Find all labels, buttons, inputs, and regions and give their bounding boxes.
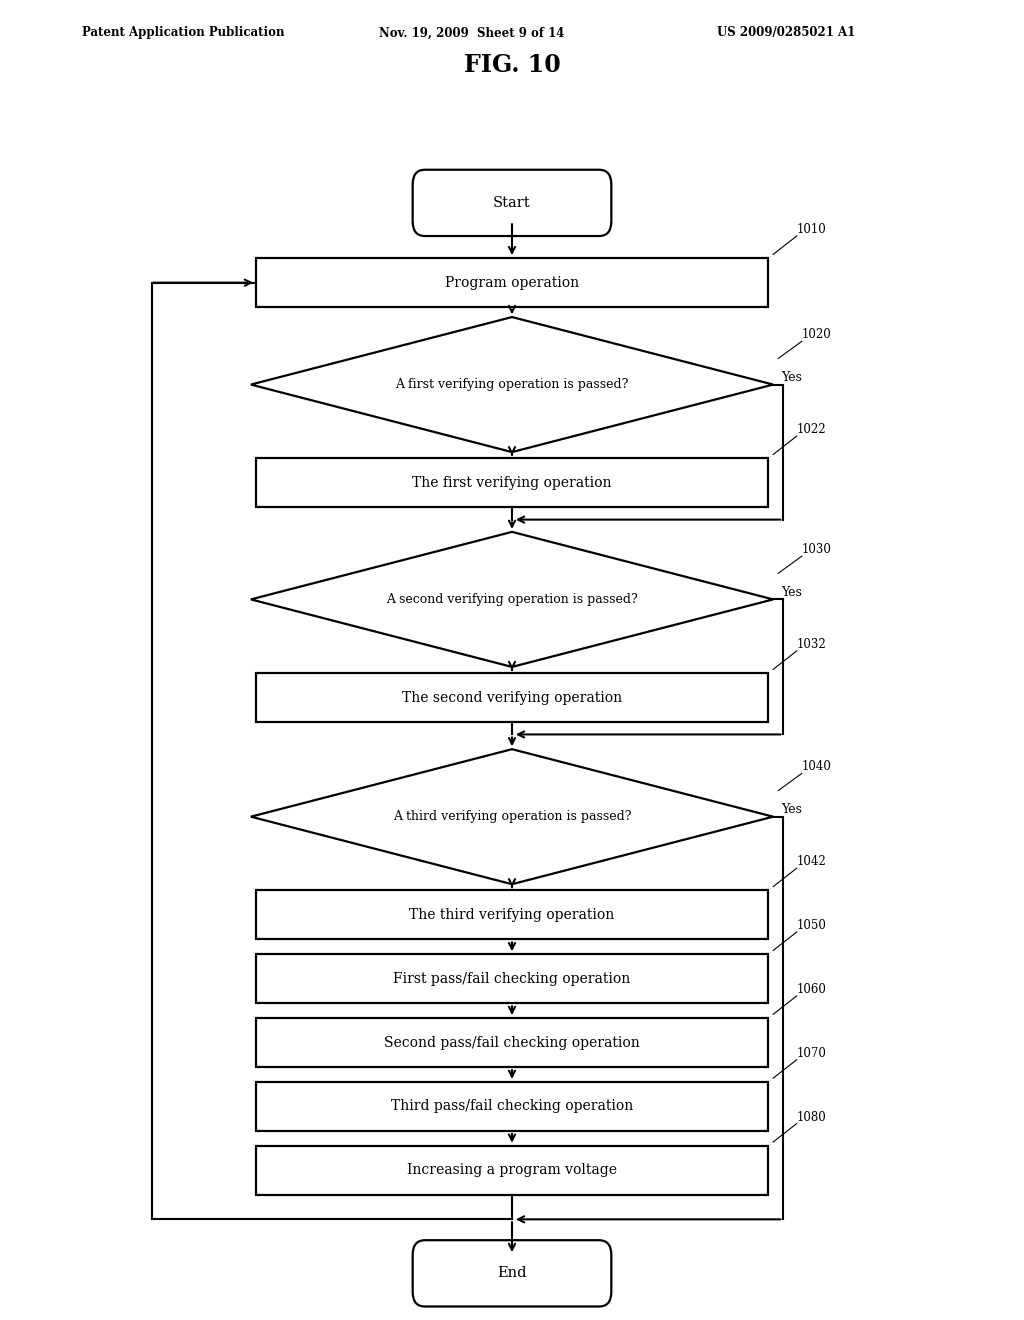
Bar [256, 259, 768, 308]
Text: FIG. 10: FIG. 10 [464, 53, 560, 77]
Bar [256, 458, 768, 507]
Text: No: No [522, 672, 541, 685]
Text: A first verifying operation is passed?: A first verifying operation is passed? [395, 378, 629, 391]
Text: 1050: 1050 [797, 919, 826, 932]
Text: Yes: Yes [781, 586, 802, 598]
Text: The second verifying operation: The second verifying operation [402, 690, 622, 705]
Bar [256, 673, 768, 722]
Text: 1010: 1010 [797, 223, 826, 236]
Text: 1080: 1080 [797, 1110, 826, 1123]
Polygon shape [251, 750, 773, 884]
Text: Program operation: Program operation [445, 276, 579, 289]
Bar [256, 1082, 768, 1131]
Text: No: No [522, 457, 541, 470]
Text: 1020: 1020 [802, 329, 831, 342]
FancyBboxPatch shape [413, 170, 611, 236]
Text: 1040: 1040 [802, 760, 831, 774]
Text: A third verifying operation is passed?: A third verifying operation is passed? [393, 810, 631, 824]
Text: A second verifying operation is passed?: A second verifying operation is passed? [386, 593, 638, 606]
Text: 1042: 1042 [797, 855, 826, 869]
Text: 1032: 1032 [797, 638, 826, 651]
Text: Patent Application Publication: Patent Application Publication [82, 26, 285, 40]
Text: Start: Start [494, 195, 530, 210]
Text: Increasing a program voltage: Increasing a program voltage [407, 1163, 617, 1177]
Polygon shape [251, 532, 773, 667]
Text: 1070: 1070 [797, 1047, 826, 1060]
Text: 1022: 1022 [797, 424, 826, 436]
Text: US 2009/0285021 A1: US 2009/0285021 A1 [717, 26, 855, 40]
Bar [256, 954, 768, 1003]
Bar [256, 1146, 768, 1195]
Text: No: No [522, 890, 541, 902]
FancyBboxPatch shape [413, 1241, 611, 1307]
Text: 1060: 1060 [797, 983, 826, 995]
Polygon shape [251, 317, 773, 451]
Text: 1030: 1030 [802, 543, 831, 556]
Text: Yes: Yes [781, 803, 802, 816]
Text: Second pass/fail checking operation: Second pass/fail checking operation [384, 1036, 640, 1049]
Text: End: End [498, 1266, 526, 1280]
Text: Yes: Yes [781, 371, 802, 384]
Text: The first verifying operation: The first verifying operation [413, 475, 611, 490]
Text: Nov. 19, 2009  Sheet 9 of 14: Nov. 19, 2009 Sheet 9 of 14 [379, 26, 564, 40]
Text: The third verifying operation: The third verifying operation [410, 908, 614, 921]
Text: First pass/fail checking operation: First pass/fail checking operation [393, 972, 631, 986]
Bar [256, 1018, 768, 1067]
Bar [256, 890, 768, 940]
Text: Third pass/fail checking operation: Third pass/fail checking operation [391, 1100, 633, 1113]
